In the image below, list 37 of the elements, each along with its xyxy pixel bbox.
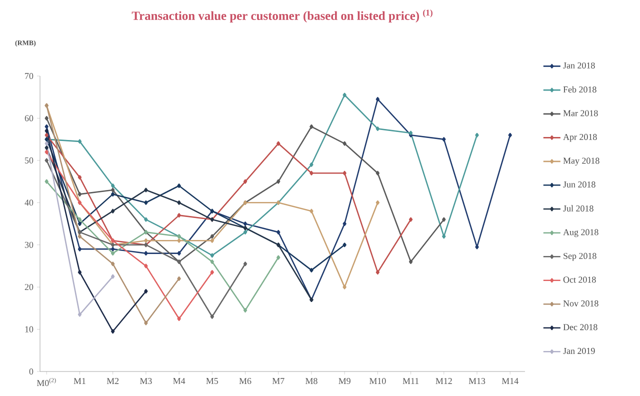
legend-label: May 2018 bbox=[563, 158, 600, 166]
x-tick-label: M11 bbox=[402, 378, 419, 384]
legend-label: Oct 2018 bbox=[563, 276, 596, 283]
legend-label: Jun 2018 bbox=[563, 181, 596, 188]
x-tick-label: M3 bbox=[140, 378, 152, 384]
chart-title: Transaction value per customer (based on listed price) $^{(1)}$ bbox=[132, 9, 432, 23]
x-tick-label: M6 bbox=[239, 378, 252, 384]
legend-label: Jan 2018 bbox=[563, 62, 595, 69]
y-tick-label: 0 bbox=[29, 368, 34, 375]
x-tick-label: M13 bbox=[468, 378, 486, 384]
legend-label: Jul 2018 bbox=[563, 205, 594, 212]
y-tick-label: 20 bbox=[24, 284, 34, 290]
x-tick-label: M14 bbox=[502, 378, 518, 384]
x-tick-label: M10 bbox=[369, 378, 386, 384]
y-tick-label: 60 bbox=[24, 115, 34, 122]
legend-label: Mar 2018 bbox=[563, 110, 598, 116]
x-tick-label: M9 bbox=[338, 378, 350, 384]
x-tick-label: M5 bbox=[206, 378, 218, 384]
x-tick-label: M7 bbox=[272, 378, 284, 384]
y-tick-label: 30 bbox=[24, 242, 34, 248]
x-tick-label: M4 bbox=[173, 378, 186, 384]
legend-label: Sep 2018 bbox=[564, 252, 596, 261]
legend-label: Apr 2018 bbox=[563, 134, 597, 142]
legend-label: Nov 2018 bbox=[563, 300, 598, 306]
legend-label: Aug 2018 bbox=[563, 229, 598, 238]
legend-label: Feb 2018 bbox=[563, 86, 596, 93]
legend-label: Dec 2018 bbox=[563, 324, 598, 330]
x-tick-label: M1 bbox=[74, 378, 86, 384]
x-tick-label: M0$^{(2)}$ bbox=[36, 378, 56, 386]
x-tick-label: M12 bbox=[436, 378, 452, 384]
y-tick-label: 70 bbox=[25, 72, 34, 80]
y-tick-label: 40 bbox=[24, 200, 34, 206]
x-tick-label: M2 bbox=[106, 378, 119, 384]
legend-label: Jan 2019 bbox=[563, 348, 595, 354]
x-tick-label: M8 bbox=[306, 378, 318, 384]
y-tick-label: 10 bbox=[25, 326, 34, 332]
y-tick-label: 50 bbox=[25, 157, 34, 164]
